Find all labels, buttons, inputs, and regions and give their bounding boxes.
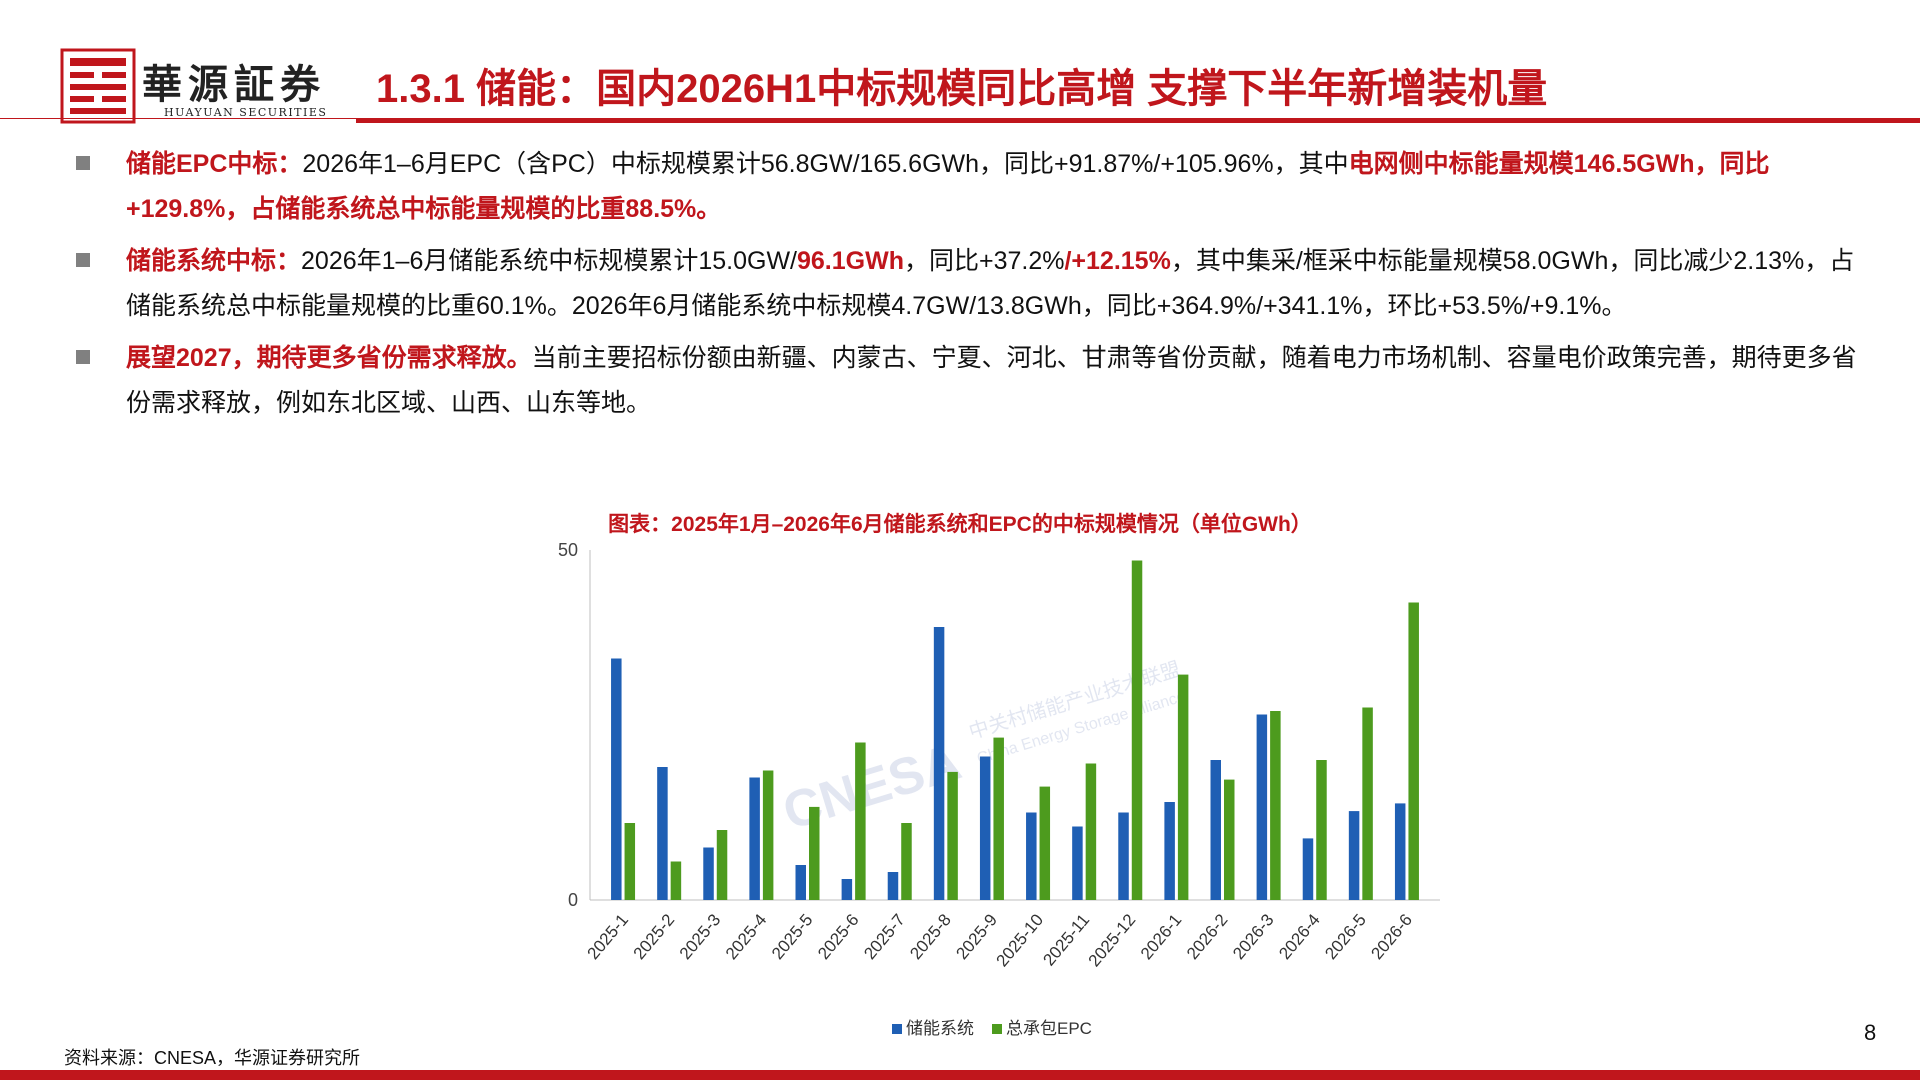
x-tick-label: 2025-8	[906, 910, 955, 963]
bar-system-2025-7	[887, 872, 899, 900]
bar-epc-2026-6	[1408, 602, 1419, 900]
page-number: 8	[1864, 1020, 1877, 1045]
bar-system-2025-4	[749, 777, 760, 900]
legend-swatch	[992, 1024, 1002, 1034]
bar-system-2025-1	[611, 658, 622, 900]
bar-epc-2025-12	[1131, 560, 1143, 900]
bullet-segment: 电网侧中标能量规模146.5GWh，同比+129.8%，占储能系统总中标能量规模…	[126, 150, 1770, 223]
bullet-square-icon	[76, 253, 90, 267]
bar-epc-2026-3	[1270, 711, 1281, 900]
bullet-segment: 储能EPC中标：	[126, 150, 303, 178]
bar-system-2026-5	[1348, 811, 1360, 900]
bar-epc-2025-6	[855, 742, 866, 900]
x-tick-label: 2026-5	[1321, 910, 1370, 963]
logo-english-name: HUAYUAN SECURITIES	[164, 106, 328, 119]
x-tick-label: 2025-4	[722, 910, 771, 963]
y-tick-label: 50	[558, 540, 578, 560]
bar-epc-2026-1	[1177, 674, 1189, 900]
x-tick-label: 2026-2	[1183, 910, 1232, 963]
x-tick-label: 2025-12	[1085, 910, 1140, 970]
bar-epc-2025-5	[809, 806, 820, 900]
bar-system-2026-4	[1302, 838, 1314, 900]
slide-title: 1.3.1 储能：国内2026H1中标规模同比高增 支撑下半年新增装机量	[376, 67, 1548, 111]
bullet-list: 储能EPC中标：2026年1–6月EPC（含PC）中标规模累计56.8GW/16…	[72, 142, 1862, 433]
x-tick-label: 2025-1	[584, 910, 633, 963]
logo-chinese-name: 華源証券	[142, 61, 326, 108]
bullet-square-icon	[76, 156, 90, 170]
bullet-square-icon	[76, 350, 90, 364]
x-tick-label: 2026-6	[1367, 910, 1416, 963]
bullet-segment: ，同比+37.2%	[903, 247, 1065, 275]
x-tick-label: 2026-4	[1275, 910, 1324, 963]
chart-title: 图表：2025年1月–2026年6月储能系统和EPC的中标规模情况（单位GWh）	[608, 513, 1312, 536]
legend-label: 储能系统	[906, 1019, 974, 1038]
x-tick-label: 2025-7	[860, 910, 909, 963]
bar-epc-2025-10	[1039, 786, 1051, 900]
bar-epc-2026-5	[1362, 707, 1373, 900]
bar-epc-2025-7	[901, 823, 912, 900]
bullet-segment: 展望2027，期待更多省份需求释放。	[126, 344, 532, 372]
bar-system-2025-8	[933, 627, 945, 900]
x-tick-label: 2026-1	[1137, 910, 1186, 963]
bullet-system: 储能系统中标：2026年1–6月储能系统中标规模累计15.0GW/96.1GWh…	[72, 239, 1862, 329]
bullet-segment: 2026年1–6月储能系统中标规模累计15.0GW/	[301, 247, 797, 275]
x-tick-label: 2025-2	[630, 910, 679, 963]
bullet-segment: /+12.15%	[1064, 247, 1171, 275]
title-divider	[356, 118, 1920, 123]
x-tick-label: 2025-5	[768, 910, 817, 963]
logo-emblem-icon	[60, 48, 136, 124]
x-tick-label: 2026-3	[1229, 910, 1278, 963]
bar-system-2026-1	[1164, 802, 1175, 900]
bullet-segment: 96.1GWh	[797, 247, 904, 275]
bar-epc-2025-3	[716, 830, 728, 900]
bar-system-2026-2	[1210, 760, 1221, 900]
bar-system-2025-12	[1118, 812, 1129, 900]
bar-epc-2025-2	[670, 861, 682, 900]
x-tick-label: 2025-3	[676, 910, 725, 963]
bullet-segment: 2026年1–6月EPC（含PC）中标规模累计56.8GW/165.6GWh，同…	[302, 150, 1349, 178]
bullet-segment: ，其中集采/框采中标能量规模58.0GWh，同比减少2.13%，占储能系统总中标…	[126, 247, 1855, 320]
bar-system-2025-5	[795, 865, 806, 900]
y-tick-label: 0	[568, 890, 578, 910]
bar-epc-2025-4	[762, 770, 774, 900]
bar-system-2025-9	[979, 756, 991, 900]
bar-system-2025-6	[841, 879, 853, 900]
bar-epc-2026-2	[1224, 779, 1235, 900]
legend-label: 总承包EPC	[1006, 1019, 1092, 1038]
legend-swatch	[892, 1024, 902, 1034]
bullet-segment: 当前主要招标份额由新疆、内蒙古、宁夏、河北、甘肃等省份贡献，随着电力市场机制、容…	[126, 344, 1857, 417]
x-tick-label: 2025-10	[992, 910, 1047, 970]
bar-epc-2025-8	[947, 771, 958, 900]
bar-epc-2025-11	[1085, 763, 1097, 900]
bar-epc-2025-1	[624, 823, 636, 900]
source-note: 资料来源：CNESA，华源证券研究所	[64, 1048, 361, 1068]
x-tick-label: 2025-11	[1039, 910, 1093, 969]
bullet-segment: 储能系统中标：	[126, 247, 302, 275]
bullet-outlook: 展望2027，期待更多省份需求释放。当前主要招标份额由新疆、内蒙古、宁夏、河北、…	[72, 336, 1862, 426]
bar-system-2025-3	[703, 847, 714, 900]
company-logo: 華源証券 HUAYUAN SECURITIES	[60, 48, 350, 126]
bullet-epc: 储能EPC中标：2026年1–6月EPC（含PC）中标规模累计56.8GW/16…	[72, 142, 1862, 232]
bar-system-2025-10	[1026, 812, 1037, 900]
bar-epc-2025-9	[993, 737, 1004, 900]
bar-system-2025-11	[1072, 826, 1083, 900]
bottom-divider	[0, 1070, 1920, 1080]
x-tick-label: 2025-6	[814, 910, 863, 963]
title-divider-left	[0, 118, 356, 119]
bar-epc-2026-4	[1316, 760, 1327, 900]
bar-system-2025-2	[657, 767, 668, 900]
bar-system-2026-6	[1394, 803, 1406, 900]
bar-system-2026-3	[1256, 714, 1268, 900]
